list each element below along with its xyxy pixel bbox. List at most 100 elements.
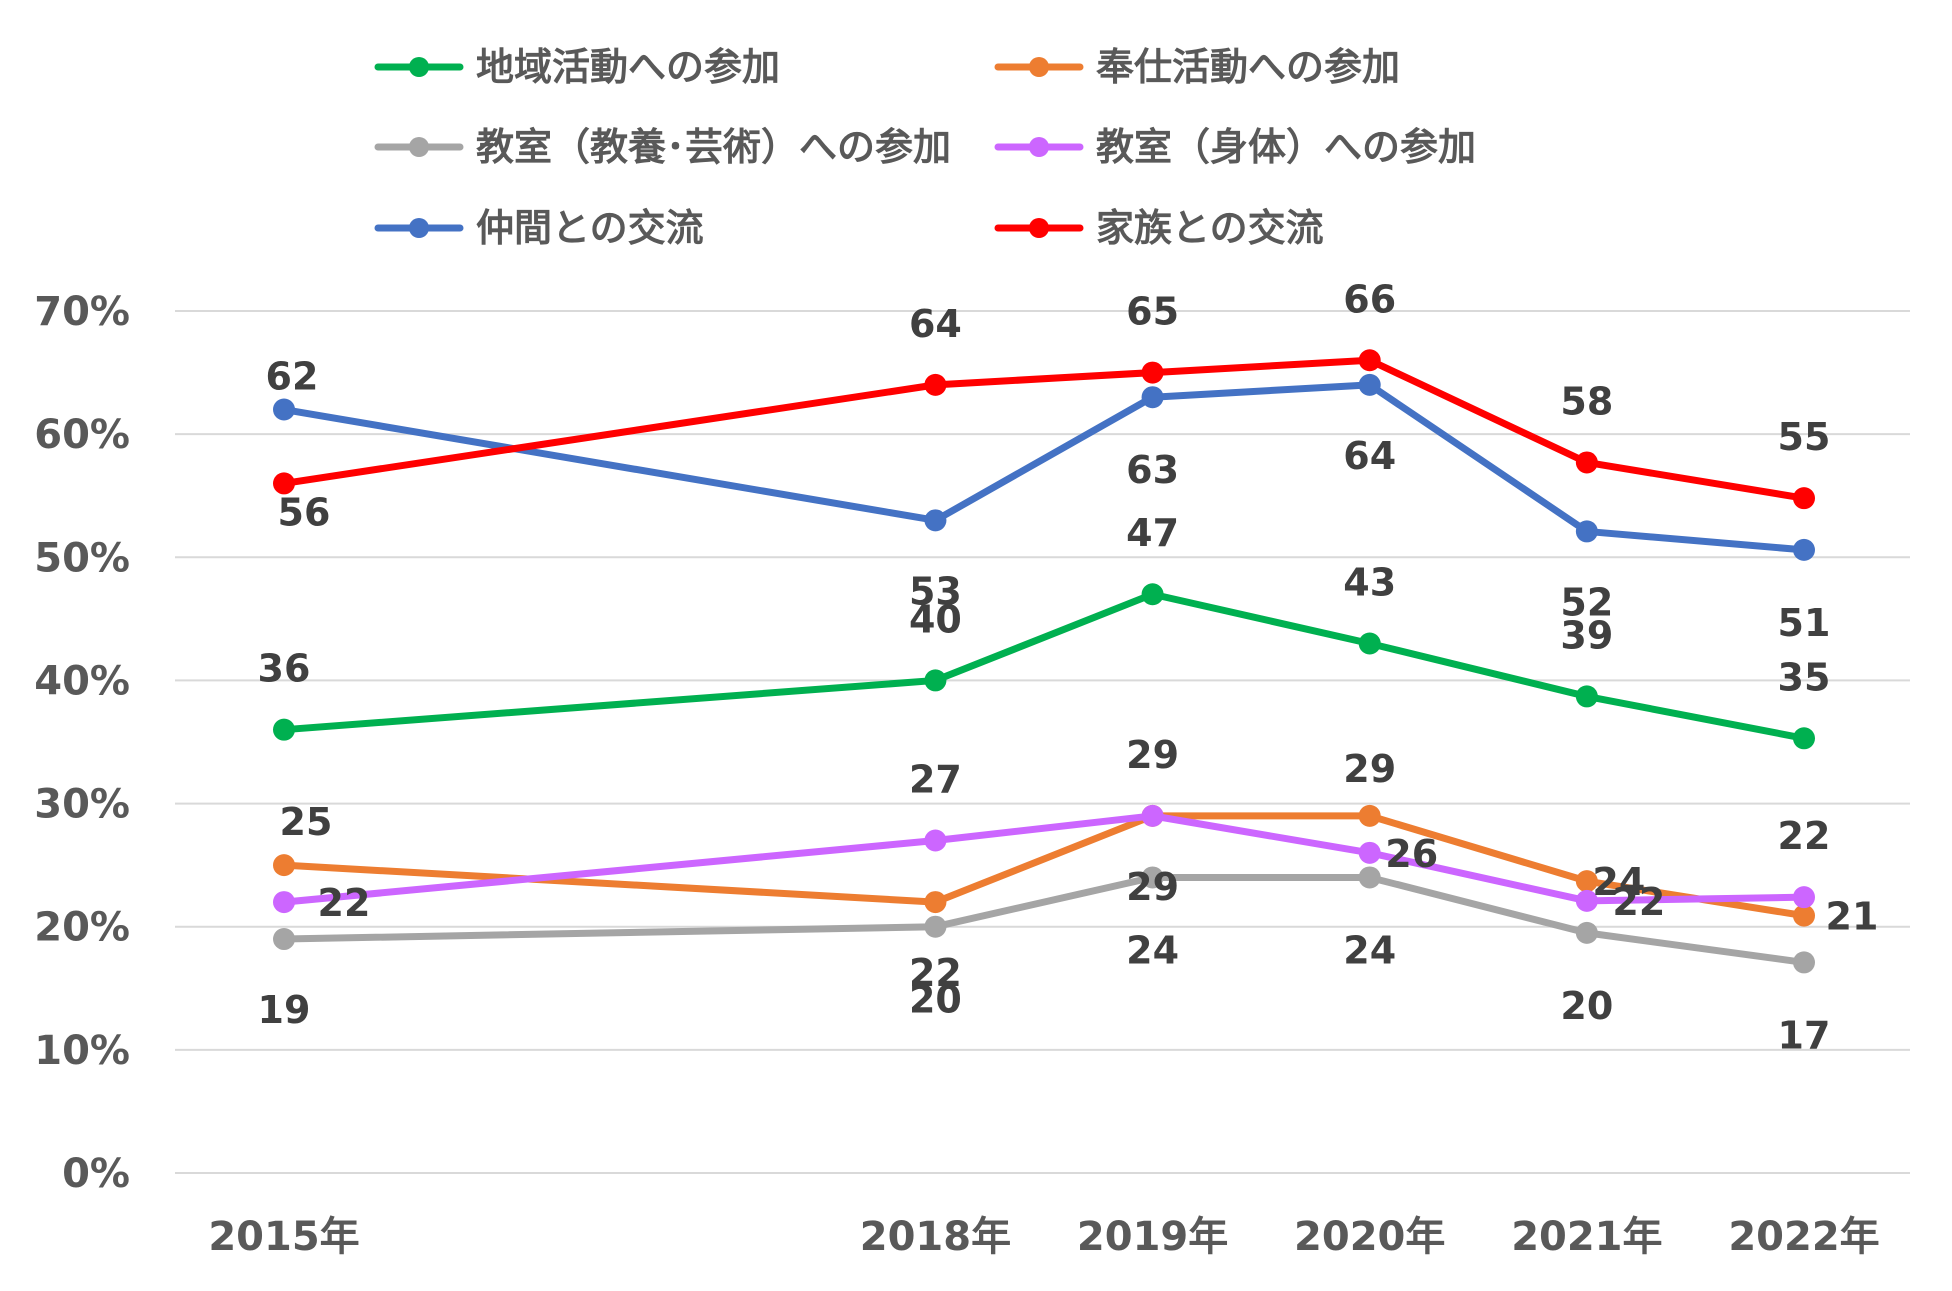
legend-item: 教室（教養･芸術）への参加 (374, 125, 951, 169)
data-point (924, 829, 947, 852)
x-tick-label: 2018年 (860, 1214, 1011, 1260)
legend-item: 教室（身体）への参加 (994, 125, 1476, 169)
x-tick-label: 2019年 (1077, 1214, 1228, 1260)
data-point (1793, 951, 1815, 974)
data-point (273, 928, 295, 951)
data-point (1793, 538, 1815, 561)
data-label: 17 (1778, 1013, 1831, 1057)
data-label: 66 (1343, 277, 1396, 321)
data-label: 39 (1560, 613, 1613, 657)
x-tick-label: 2020年 (1294, 1214, 1445, 1260)
data-label: 65 (1126, 290, 1179, 334)
data-label: 19 (258, 988, 311, 1032)
x-tick-label: 2022年 (1728, 1214, 1879, 1260)
data-point (1358, 804, 1381, 827)
data-point (1793, 904, 1815, 927)
data-point (1575, 685, 1598, 708)
data-label: 53 (909, 569, 962, 613)
data-point (1141, 361, 1164, 384)
data-point (1358, 841, 1381, 864)
data-label: 25 (280, 800, 333, 844)
y-tick-label: 10% (34, 1028, 130, 1074)
legend-label: 仲間との交流 (476, 206, 704, 250)
y-tick-label: 30% (34, 782, 130, 828)
data-label: 29 (1126, 733, 1179, 777)
data-label: 29 (1343, 747, 1396, 791)
data-label: 40 (909, 597, 962, 641)
gridlines (175, 310, 1910, 1174)
y-tick-label: 50% (34, 535, 130, 581)
data-point (1358, 349, 1381, 372)
data-point (1141, 866, 1164, 889)
legend-swatch-marker (409, 57, 429, 77)
data-label: 35 (1778, 655, 1831, 699)
legend-item: 仲間との交流 (374, 206, 704, 250)
data-label: 27 (909, 758, 962, 802)
data-point (1793, 727, 1815, 750)
data-label: 24 (1343, 928, 1396, 972)
y-tick-label: 0% (62, 1151, 130, 1197)
data-point (924, 373, 947, 396)
legend-label: 教室（教養･芸術）への参加 (476, 125, 951, 169)
legend-item: 地域活動への参加 (374, 45, 780, 89)
data-label: 20 (1560, 984, 1613, 1028)
series-line (280, 381, 1808, 554)
y-tick-label: 40% (34, 658, 130, 704)
y-tick-label: 60% (34, 412, 130, 458)
data-point (1575, 889, 1598, 912)
data-point (1358, 373, 1381, 396)
data-label: 22 (318, 881, 371, 925)
data-point (273, 854, 295, 877)
data-point (924, 669, 947, 692)
x-axis: 2015年 2018年 2019年 2020年 2021年 2022年 (208, 1214, 1879, 1260)
data-label: 51 (1778, 601, 1831, 645)
data-label: 21 (1826, 895, 1879, 939)
data-point (1793, 886, 1815, 909)
data-label: 43 (1343, 560, 1396, 604)
data-point (924, 915, 947, 938)
series-line (280, 590, 1808, 742)
y-tick-label: 20% (34, 905, 130, 951)
data-label: 64 (909, 302, 962, 346)
data-point (1575, 451, 1598, 474)
data-label: 29 (1126, 865, 1179, 909)
data-point (273, 718, 295, 741)
data-label: 55 (1778, 415, 1831, 459)
series-line (280, 873, 1808, 966)
data-label: 64 (1343, 434, 1396, 478)
data-labels: 36 40 47 43 39 35 25 22 29 29 24 21 19 20 24 24 20 17 22 27… (258, 277, 1879, 1057)
data-label: 20 (909, 978, 962, 1022)
data-label: 24 (1126, 928, 1179, 972)
data-label: 56 (278, 490, 331, 534)
data-label: 58 (1560, 379, 1613, 423)
data-label: 62 (266, 355, 319, 399)
legend-label: 教室（身体）への参加 (1096, 125, 1476, 169)
legend-swatch-marker (1029, 137, 1049, 157)
series-line (280, 812, 1808, 920)
x-tick-label: 2021年 (1511, 1214, 1662, 1260)
series-line (280, 356, 1808, 502)
data-label: 22 (1778, 814, 1831, 858)
data-point (1358, 866, 1381, 889)
data-label: 36 (258, 647, 311, 691)
data-point (924, 891, 947, 914)
data-label: 63 (1126, 448, 1179, 492)
legend-swatch-marker (1029, 218, 1049, 238)
data-point (1141, 386, 1164, 409)
data-label: 22 (909, 951, 962, 995)
legend-item: 奉仕活動への参加 (994, 45, 1400, 89)
y-axis: 0% 10% 20% 30% 40% 50% 60% 70% (34, 289, 130, 1197)
data-point (1793, 487, 1815, 510)
data-point (1575, 520, 1598, 543)
x-tick-label: 2015年 (208, 1214, 359, 1260)
data-point (1358, 632, 1381, 655)
data-point (1141, 583, 1164, 606)
data-point (273, 472, 295, 495)
data-point (273, 398, 295, 421)
data-point (1575, 870, 1598, 893)
legend-swatch-marker (409, 218, 429, 238)
data-label: 52 (1560, 580, 1613, 624)
data-point (1575, 921, 1598, 944)
